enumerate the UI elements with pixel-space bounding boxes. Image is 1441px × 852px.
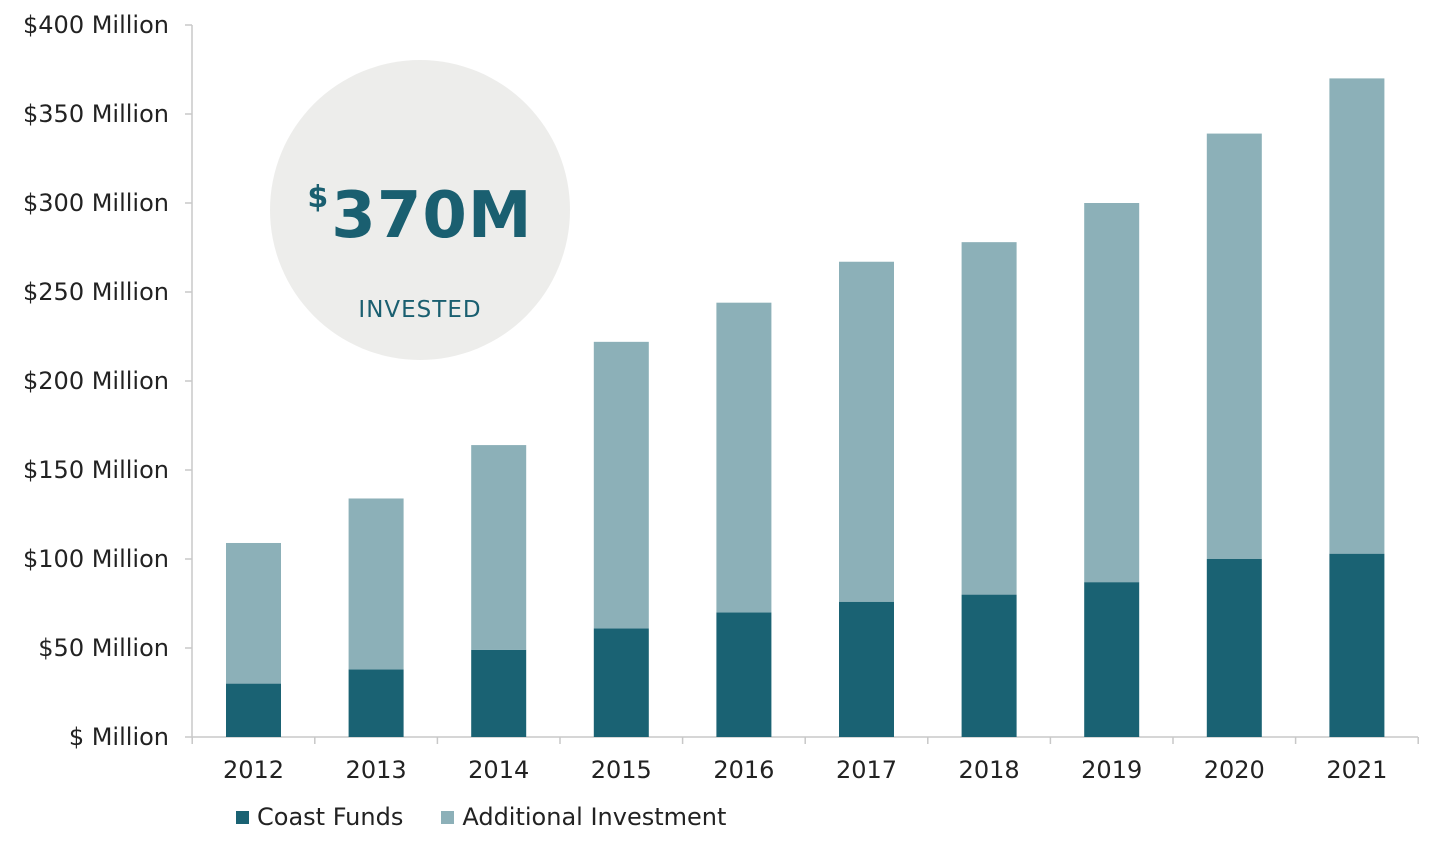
y-tick-label: $50 Million (38, 634, 169, 662)
bar-coast-funds-2012 (226, 683, 281, 737)
bar-additional-investment-2012 (226, 542, 281, 684)
total-invested-amount: 370M (331, 179, 533, 253)
y-tick-label: $400 Million (23, 11, 169, 39)
total-invested-label: INVESTED (358, 297, 482, 323)
bar-coast-funds-2021 (1329, 553, 1385, 737)
bar-additional-investment-2013 (348, 498, 404, 670)
bar-coast-funds-2018 (961, 594, 1017, 737)
bars (226, 78, 1385, 737)
bar-additional-investment-2019 (1084, 203, 1140, 583)
bar-coast-funds-2017 (839, 601, 894, 737)
x-tick-label: 2018 (959, 756, 1020, 784)
y-tick-label: $350 Million (23, 100, 169, 128)
x-tick-label: 2021 (1326, 756, 1387, 784)
x-tick-label: 2015 (591, 756, 652, 784)
y-tick-label: $ Million (69, 723, 169, 751)
y-tick-label: $300 Million (23, 189, 169, 217)
legend-label-additional-investment: Additional Investment (462, 803, 727, 831)
total-invested-callout: $370M INVESTED (270, 60, 570, 360)
y-tick-label: $100 Million (23, 545, 169, 573)
x-tick-label: 2014 (468, 756, 529, 784)
x-tick-label: 2016 (713, 756, 774, 784)
x-tick-label: 2017 (836, 756, 897, 784)
y-tick-label: $250 Million (23, 278, 169, 306)
bar-additional-investment-2014 (471, 445, 527, 650)
bar-additional-investment-2018 (961, 242, 1017, 595)
y-tick-label: $150 Million (23, 456, 169, 484)
bar-coast-funds-2015 (593, 628, 649, 737)
legend-label-coast-funds: Coast Funds (257, 803, 404, 831)
bar-coast-funds-2013 (348, 669, 404, 737)
legend: Coast Funds Additional Investment (236, 803, 764, 831)
legend-swatch-coast-funds (236, 810, 249, 824)
x-axis: 2012 2013 2014 2015 2016 2017 2018 2019 2020 2021 (191, 736, 1419, 784)
total-invested-value: $370M (270, 163, 570, 251)
legend-swatch-additional-investment (441, 810, 455, 824)
bar-additional-investment-2021 (1329, 78, 1385, 554)
bar-coast-funds-2014 (471, 649, 527, 737)
bar-coast-funds-2016 (716, 612, 772, 737)
bar-coast-funds-2019 (1084, 582, 1140, 737)
y-tick-label: $200 Million (23, 367, 169, 395)
bar-additional-investment-2016 (716, 302, 772, 613)
legend-item-additional-investment: Additional Investment (441, 803, 726, 831)
bar-additional-investment-2015 (593, 341, 649, 629)
x-tick-label: 2013 (346, 756, 407, 784)
legend-item-coast-funds: Coast Funds (236, 803, 403, 831)
x-tick-label: 2019 (1081, 756, 1142, 784)
bar-additional-investment-2017 (839, 261, 894, 602)
bar-coast-funds-2020 (1206, 559, 1262, 737)
currency-symbol: $ (307, 180, 330, 215)
x-tick-label: 2012 (223, 756, 284, 784)
bar-additional-investment-2020 (1206, 133, 1262, 559)
x-tick-label: 2020 (1204, 756, 1265, 784)
y-axis: $ Million $50 Million $100 Million $150 Mil… (23, 11, 193, 751)
